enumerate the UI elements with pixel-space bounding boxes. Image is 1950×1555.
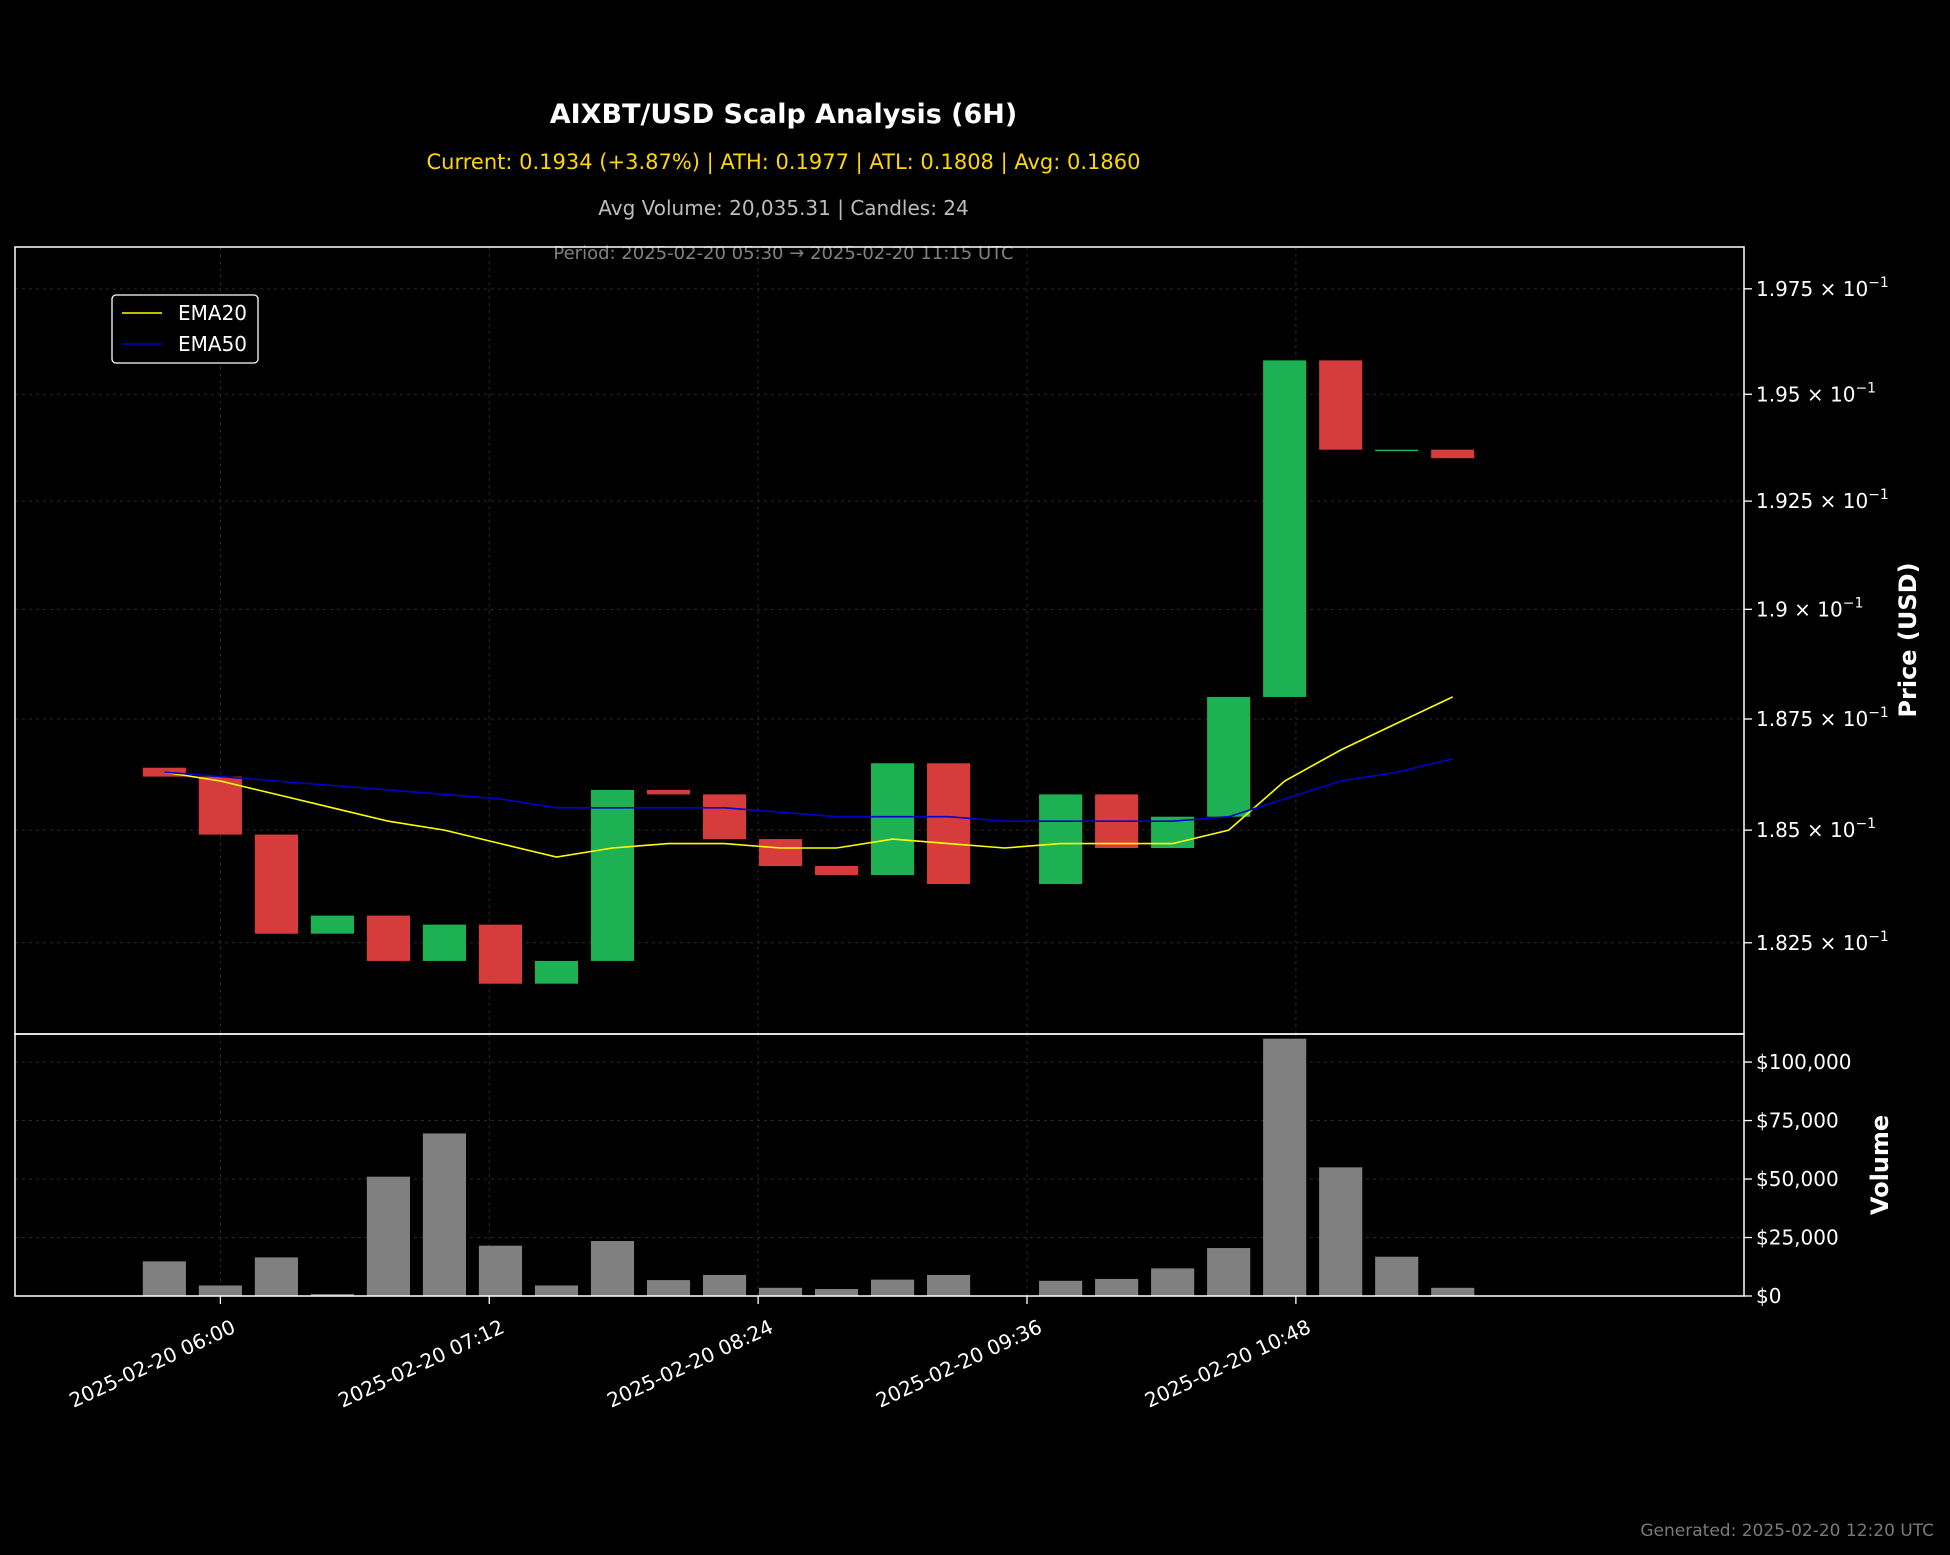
volume-tick-label: $25,000 (1756, 1226, 1839, 1250)
time-tick-label: 2025-02-20 09:36 (872, 1315, 1045, 1413)
volume-bar (254, 1257, 298, 1296)
volume-bar (1375, 1256, 1419, 1296)
ema-lines (164, 696, 1454, 858)
period-label: Period: 2025-02-20 05:30 → 2025-02-20 11… (553, 243, 1014, 264)
volume-bar (1431, 1287, 1475, 1296)
candle-down (142, 767, 186, 777)
candle-up (871, 763, 915, 875)
candle-up (534, 960, 579, 984)
candle-down (927, 763, 971, 885)
volume-axis-label: Volume (1866, 1115, 1894, 1215)
ema20-line (164, 696, 1454, 858)
volume-tick-label: $0 (1756, 1284, 1781, 1308)
candle-down (814, 866, 859, 875)
price-tick-label: 1.975 × 10−1 (1756, 275, 1889, 301)
volume-bar (646, 1280, 691, 1296)
price-tick-label: 1.825 × 10−1 (1756, 929, 1889, 955)
price-tick-label: 1.9 × 10−1 (1756, 595, 1863, 621)
ema50-line (164, 758, 1453, 823)
volume-bar (927, 1274, 971, 1296)
candle-down (646, 789, 691, 795)
time-tick-label: 2025-02-20 10:48 (1141, 1315, 1314, 1413)
volume-bar (1207, 1248, 1251, 1296)
volume-axis: $0 $25,000 $50,000 $75,000 $100,000 (1744, 1050, 1851, 1308)
volume-bar (1151, 1268, 1195, 1296)
candle-up (310, 915, 354, 934)
volume-stats: Avg Volume: 20,035.31 | Candles: 24 (598, 196, 969, 220)
axes-frames (14, 246, 1745, 1297)
candle-up (590, 789, 635, 961)
candle-up (1039, 794, 1083, 885)
price-tick-label: 1.925 × 10−1 (1756, 487, 1889, 513)
volume-bar (422, 1133, 467, 1296)
price-axis: 1.825 × 10−1 1.85 × 10−1 1.875 × 10−1 1.9 ×… (1744, 275, 1889, 955)
candle-down (254, 834, 298, 934)
candle-down (1431, 449, 1475, 459)
chart-title: AIXBT/USD Scalp Analysis (6H) (549, 99, 1018, 130)
volume-bar (1095, 1278, 1139, 1296)
candle-down (702, 794, 747, 840)
volume-bar (198, 1285, 242, 1296)
candle-down (758, 839, 803, 867)
legend-label-ema20: EMA20 (178, 301, 247, 325)
time-tick-label: 2025-02-20 06:00 (65, 1315, 238, 1413)
volume-bar (814, 1288, 859, 1296)
generated-timestamp: Generated: 2025-02-20 12:20 UTC (1640, 1521, 1934, 1541)
volume-bar (702, 1274, 747, 1296)
candle-down (366, 915, 410, 961)
volume-bar (366, 1176, 410, 1296)
volume-grid (15, 1034, 1744, 1297)
volume-bar (758, 1287, 803, 1296)
time-tick-label: 2025-02-20 08:24 (603, 1315, 776, 1413)
volume-tick-label: $50,000 (1756, 1167, 1839, 1191)
volume-bars (142, 1038, 1475, 1296)
candle-down (1319, 360, 1363, 450)
volume-bar (871, 1279, 915, 1296)
chart-subtitle: Current: 0.1934 (+3.87%) | ATH: 0.1977 |… (426, 150, 1141, 174)
candle-down (478, 924, 523, 984)
volume-bar (1039, 1280, 1083, 1296)
volume-bar (534, 1285, 579, 1296)
volume-bar (310, 1294, 354, 1296)
volume-tick-label: $75,000 (1756, 1109, 1839, 1133)
candle-up (1207, 696, 1251, 817)
volume-bar (478, 1245, 523, 1296)
legend-box (111, 294, 259, 364)
time-tick-label: 2025-02-20 07:12 (334, 1315, 507, 1413)
candle-up (422, 924, 467, 961)
volume-tick-label: $100,000 (1756, 1050, 1851, 1074)
volume-bar (142, 1261, 186, 1296)
price-tick-label: 1.875 × 10−1 (1756, 705, 1889, 731)
price-tick-label: 1.95 × 10−1 (1756, 380, 1876, 406)
price-axis-label: Price (USD) (1894, 562, 1922, 717)
volume-bar (1319, 1167, 1363, 1296)
time-axis: 2025-02-20 06:00 2025-02-20 07:12 2025-02-… (65, 1296, 1314, 1412)
candles (142, 360, 1475, 984)
candle-up (1375, 449, 1419, 452)
volume-bar (590, 1241, 635, 1296)
price-tick-label: 1.85 × 10−1 (1756, 816, 1876, 842)
volume-bar (1263, 1038, 1307, 1296)
legend: EMA20 EMA50 (111, 294, 259, 364)
candle-up (1263, 360, 1307, 697)
candle-down (198, 776, 242, 835)
volume-frame (14, 1033, 1745, 1297)
legend-label-ema50: EMA50 (178, 332, 247, 356)
price-grid (15, 247, 1744, 1034)
